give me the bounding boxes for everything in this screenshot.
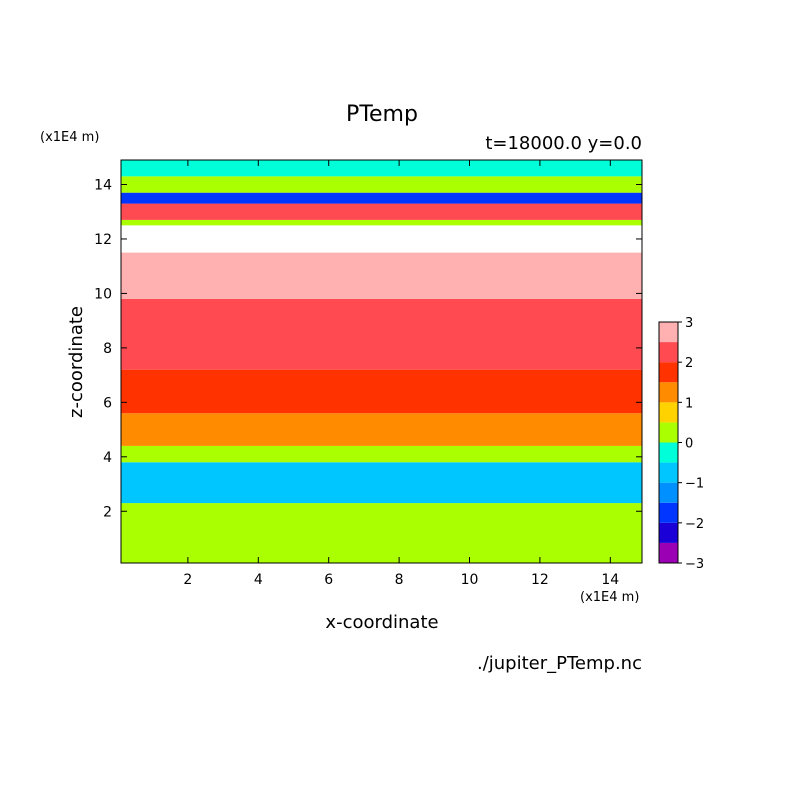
y-tick-label: 10 [94, 286, 112, 302]
y-tick-label: 6 [103, 395, 112, 411]
colorbar-tick-label: 2 [685, 356, 693, 371]
contour-band-7 [121, 225, 642, 253]
colorbar-swatch-10 [659, 342, 678, 363]
y-tick-label: 4 [103, 450, 112, 466]
contour-band-6 [121, 252, 642, 299]
x-tick-label: 10 [461, 572, 479, 588]
contour-band-8 [121, 219, 642, 226]
chart-subtitle: t=18000.0 y=0.0 [485, 133, 642, 154]
colorbar-tick-label: 3 [685, 316, 693, 331]
colorbar-swatch-8 [659, 382, 678, 403]
y-tick-label: 12 [94, 232, 112, 248]
contour-band-11 [121, 176, 642, 193]
plot-frame [120, 159, 643, 564]
colorbar-swatch-5 [659, 442, 678, 463]
y-tick-label: 2 [103, 504, 112, 520]
y-axis-unit: (x1E4 m) [40, 130, 99, 145]
contour-band-0 [121, 503, 642, 563]
contour-band-3 [121, 413, 642, 446]
contour-band-9 [121, 203, 642, 220]
contour-band-5 [121, 298, 642, 370]
x-axis-ticks: 2 4 6 8 10 12 14 [183, 160, 619, 588]
x-tick-label: 4 [254, 572, 263, 588]
colorbar-swatch-6 [659, 422, 678, 443]
colorbar-tick-label: 0 [685, 437, 693, 452]
contour-band-1 [121, 462, 642, 504]
x-tick-label: 12 [531, 572, 549, 588]
colorbar-swatch-4 [659, 462, 678, 483]
colorbar-swatch-1 [659, 522, 678, 543]
x-tick-label: 6 [324, 572, 333, 588]
colorbar-tick-label: −2 [685, 517, 704, 532]
source-file: ./jupiter_PTemp.nc [477, 653, 642, 674]
plot-area: 2 4 6 8 10 12 14 2 4 6 8 10 12 14 [94, 159, 643, 588]
y-axis-label: z-coordinate [66, 306, 87, 418]
colorbar-swatch-7 [659, 402, 678, 423]
x-axis-unit: (x1E4 m) [580, 590, 639, 605]
x-tick-label: 2 [183, 572, 192, 588]
contour-field [121, 160, 642, 563]
colorbar-swatch-9 [659, 362, 678, 383]
contour-band-2 [121, 445, 642, 463]
y-axis-ticks: 2 4 6 8 10 12 14 [94, 178, 642, 520]
x-tick-label: 14 [601, 572, 619, 588]
x-tick-label: 8 [395, 572, 404, 588]
y-tick-label: 8 [103, 341, 112, 357]
contour-band-10 [121, 192, 642, 204]
colorbar-swatch-0 [659, 542, 678, 563]
colorbar-swatch-11 [659, 322, 678, 343]
colorbar: 3 2 1 0 −1 −2 −3 [658, 316, 704, 572]
colorbar-tick-label: −3 [685, 557, 704, 572]
colorbar-swatch-2 [659, 502, 678, 523]
chart-title: PTemp [346, 102, 418, 127]
contour-band-4 [121, 369, 642, 414]
colorbar-tick-label: −1 [685, 477, 704, 492]
y-tick-label: 14 [94, 178, 112, 194]
colorbar-swatch-3 [659, 482, 678, 503]
x-axis-label: x-coordinate [325, 612, 438, 633]
contour-band-12 [121, 160, 642, 177]
colorbar-tick-label: 1 [685, 396, 693, 411]
